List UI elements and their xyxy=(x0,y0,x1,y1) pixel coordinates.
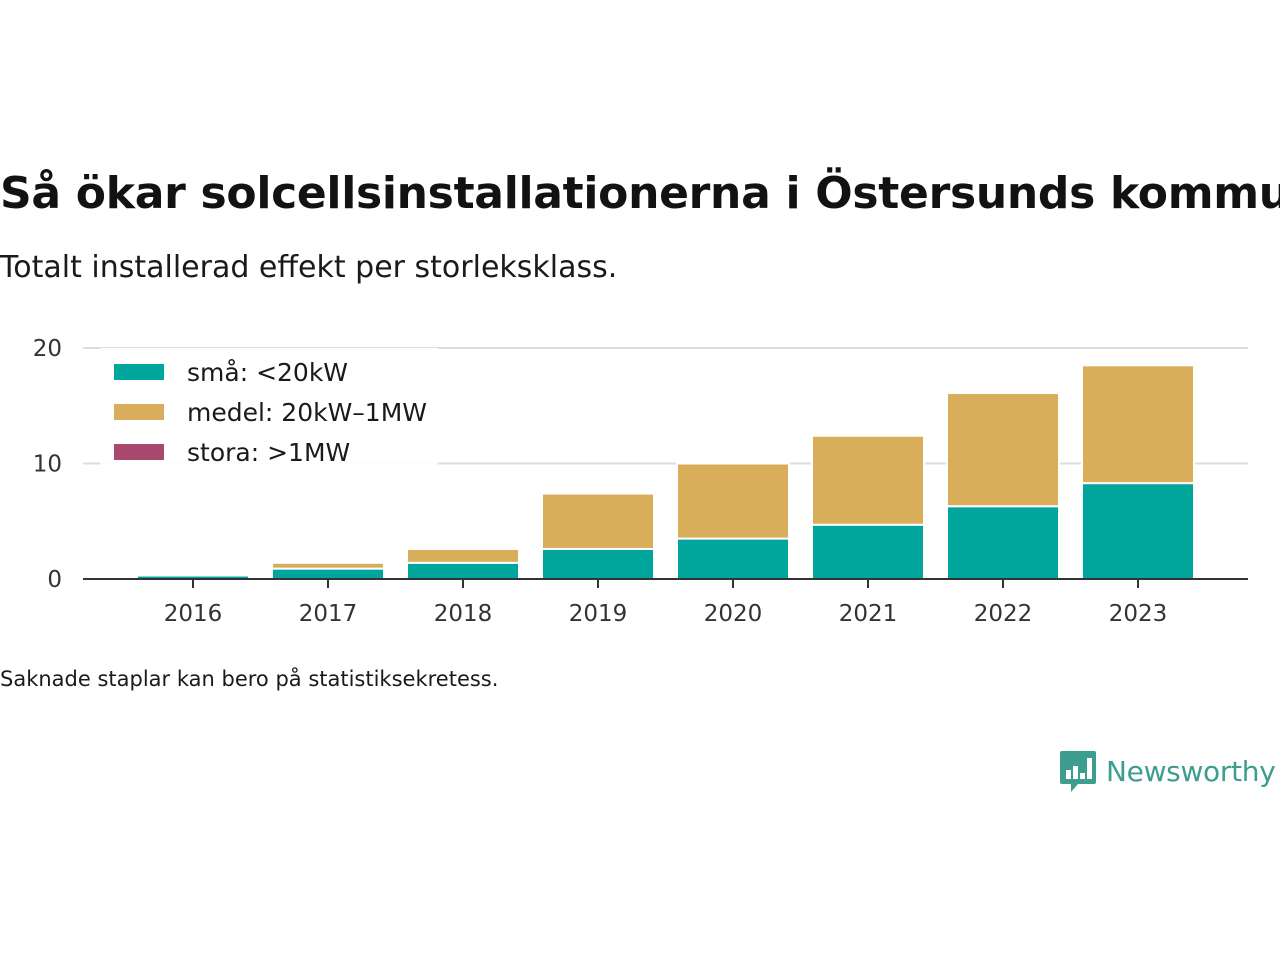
x-tick-label-2017: 2017 xyxy=(299,601,358,627)
x-tick-label-2021: 2021 xyxy=(839,601,898,627)
footnote: Saknade staplar kan bero på statistiksek… xyxy=(0,667,499,691)
bar-2020-series-0 xyxy=(676,537,790,580)
bar-2018-series-1 xyxy=(406,547,520,564)
chart-subtitle: Totalt installerad effekt per storlekskl… xyxy=(0,250,618,285)
legend-swatch-1 xyxy=(114,404,164,420)
brand-logo: Newsworthy xyxy=(1058,748,1276,794)
bar-2017-series-0 xyxy=(271,567,385,580)
x-tick-label-2019: 2019 xyxy=(569,601,628,627)
y-tick-label-10: 10 xyxy=(33,452,62,478)
x-tick-label-2018: 2018 xyxy=(434,601,493,627)
bar-2021-series-1 xyxy=(811,434,925,526)
y-axis-ticks: 0 10 20 xyxy=(33,336,62,593)
x-axis-ticks: 2016 2017 2018 2019 2020 2021 2022 2023 xyxy=(164,579,1168,627)
legend: små: <20kW medel: 20kW–1MW stora: >1MW xyxy=(100,348,438,467)
chart-title: Så ökar solcellsinstallationerna i Öster… xyxy=(0,168,1280,219)
stacked-bar-chart: 0 10 20 2016 2017 2018 2019 2020 2021 2022 2023 s… xyxy=(33,336,1248,627)
x-tick-label-2022: 2022 xyxy=(974,601,1033,627)
bar-2023-series-0 xyxy=(1081,482,1195,580)
legend-label-1: medel: 20kW–1MW xyxy=(187,398,427,427)
y-tick-label-20: 20 xyxy=(33,336,62,362)
x-tick-label-2016: 2016 xyxy=(164,601,223,627)
bars xyxy=(136,364,1195,581)
legend-swatch-2 xyxy=(114,444,164,460)
bar-2019-series-1 xyxy=(541,492,655,550)
bar-2019-series-0 xyxy=(541,547,655,581)
x-tick-label-2020: 2020 xyxy=(704,601,763,627)
bar-2021-series-0 xyxy=(811,523,925,580)
legend-swatch-0 xyxy=(114,364,164,380)
legend-label-0: små: <20kW xyxy=(187,358,348,387)
bar-2022-series-1 xyxy=(946,392,1060,508)
legend-label-2: stora: >1MW xyxy=(187,438,350,467)
y-tick-label-0: 0 xyxy=(47,567,62,593)
brand-name: Newsworthy xyxy=(1106,754,1276,788)
bar-2022-series-0 xyxy=(946,505,1060,580)
bar-2023-series-1 xyxy=(1081,364,1195,485)
bar-2020-series-1 xyxy=(676,462,790,540)
bar-2018-series-0 xyxy=(406,561,520,581)
x-tick-label-2023: 2023 xyxy=(1109,601,1168,627)
bar-chart-speech-bubble-icon xyxy=(1060,751,1096,792)
bar-2017-series-1 xyxy=(271,561,385,570)
